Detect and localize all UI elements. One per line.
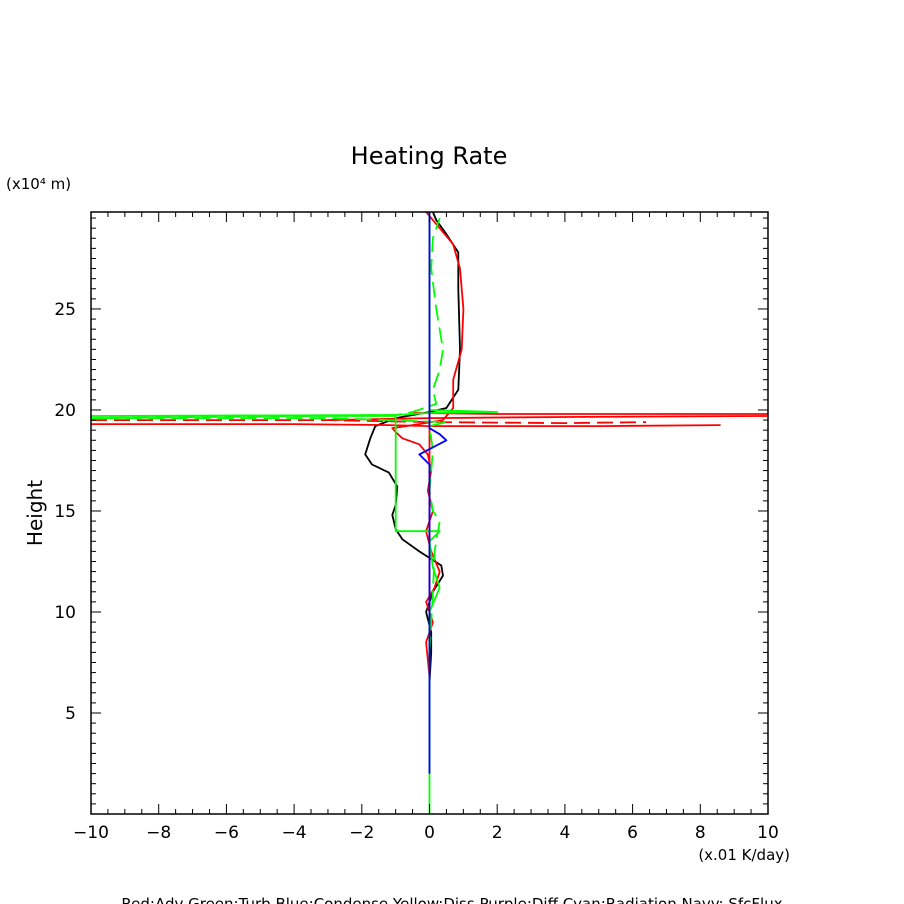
y-unit-label: (x10⁴ m) bbox=[6, 175, 71, 193]
x-tick-label: 6 bbox=[627, 823, 638, 843]
y-tick-label: 25 bbox=[54, 300, 76, 320]
y-axis-label: Height bbox=[23, 480, 47, 546]
axis-ticks bbox=[90, 212, 769, 814]
series-line-1 bbox=[364, 211, 461, 683]
x-tick-label: 8 bbox=[695, 823, 706, 843]
x-tick-label: −2 bbox=[349, 823, 374, 843]
x-tick-label: 0 bbox=[424, 823, 435, 843]
x-tick-label: 4 bbox=[559, 823, 570, 843]
series-line-10 bbox=[418, 212, 448, 774]
y-tick-label: 10 bbox=[54, 603, 76, 623]
x-tick-label: 10 bbox=[757, 823, 779, 843]
x-tick-label: −8 bbox=[146, 823, 171, 843]
x-axis-label: (x.01 K/day) bbox=[698, 846, 790, 864]
x-tick-label: 2 bbox=[492, 823, 503, 843]
y-tick-label: 5 bbox=[65, 704, 76, 724]
y-tick-label: 15 bbox=[54, 502, 76, 522]
series-line-7 bbox=[91, 419, 647, 424]
x-tick-label: −10 bbox=[73, 823, 109, 843]
y-tick-label: 20 bbox=[54, 401, 76, 421]
series-lines bbox=[90, 211, 769, 814]
x-tick-label: −4 bbox=[282, 823, 307, 843]
chart-title: Heating Rate bbox=[351, 142, 508, 170]
legend-text: Red:Adv Green:Turb Blue:Condense Yellow:… bbox=[121, 895, 782, 904]
series-line-8 bbox=[90, 212, 499, 814]
x-tick-label: −6 bbox=[214, 823, 239, 843]
x-tick-labels: −10 −8 −6 −4 −2 0 2 4 6 8 10 bbox=[73, 823, 779, 843]
y-tick-labels: 5 10 15 20 25 bbox=[54, 300, 76, 724]
series-line-4 bbox=[91, 423, 721, 427]
series-line-9 bbox=[90, 217, 448, 653]
series-line-3 bbox=[391, 211, 465, 677]
